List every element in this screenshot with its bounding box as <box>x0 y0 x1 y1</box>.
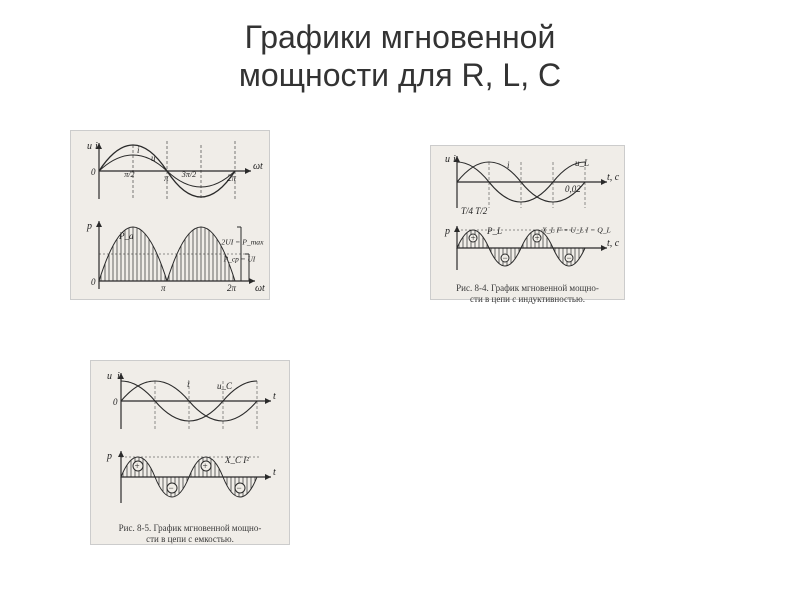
L-i-lab: i <box>507 160 510 170</box>
svg-text:−: − <box>168 483 174 493</box>
C-origin: 0 <box>113 397 118 407</box>
svg-text:+: + <box>534 233 540 243</box>
svg-text:−: − <box>502 253 508 263</box>
C-p-xlabel: t <box>273 467 276 478</box>
R-tick-3: 3π/2 <box>181 170 196 179</box>
R-tick-4: 2π <box>227 173 237 183</box>
diagram-L: u i t, c i u_L 0,02 T/4 T/2 p t, c + <box>430 145 625 300</box>
C-caption-1: Рис. 8-5. График мгновенной мощно- <box>119 523 262 533</box>
diagram-L-svg: u i t, c i u_L 0,02 T/4 T/2 p t, c + <box>431 146 626 281</box>
R-tick-1: π/2 <box>124 170 134 179</box>
C-caption: Рис. 8-5. График мгновенной мощно- сти в… <box>91 523 289 545</box>
L-caption-1: Рис. 8-4. График мгновенной мощно- <box>456 283 599 293</box>
diagram-R-svg: u i ωt 0 i u π/2 π 3π/2 2π p ωt 0 <box>71 131 271 301</box>
R-btick-2: 2π <box>227 283 237 293</box>
L-tc-label: t, c <box>607 172 620 183</box>
C-i-lab: i <box>187 379 190 389</box>
L-p-xlabel: t, c <box>607 238 620 249</box>
page-title: Графики мгновенной мощности для R, L, C <box>0 0 800 95</box>
L-u-label: u <box>445 154 450 165</box>
R-p-xlabel: ωt <box>255 283 265 294</box>
R-p-origin: 0 <box>91 277 96 287</box>
L-caption: Рис. 8-4. График мгновенной мощно- сти в… <box>431 283 624 305</box>
C-u-label: u <box>107 371 112 382</box>
svg-text:+: + <box>134 461 140 471</box>
R-p-label: p <box>86 221 92 232</box>
L-002: 0,02 <box>565 184 581 194</box>
L-p-label: p <box>444 226 450 237</box>
diagram-C: u i t 0 i u_C p t + − + − X_ <box>90 360 290 545</box>
R-i-label: i <box>95 141 98 152</box>
R-Pa: P_a <box>118 231 134 241</box>
R-btick-1: π <box>161 283 166 293</box>
R-wt-label: ωt <box>253 161 263 172</box>
title-line-2: мощности для R, L, C <box>239 57 561 93</box>
diagram-C-svg: u i t 0 i u_C p t + − + − X_ <box>91 361 291 521</box>
svg-text:+: + <box>470 233 476 243</box>
svg-text:−: − <box>566 253 572 263</box>
L-Tticks: T/4 T/2 <box>461 206 488 216</box>
C-t-label: t <box>273 391 276 402</box>
R-origin: 0 <box>91 167 96 177</box>
R-Pcp: P_ср = UI <box>223 255 256 264</box>
L-PL: P_L <box>486 226 502 236</box>
C-uC-lab: u_C <box>217 381 233 391</box>
R-curve-u: u <box>151 153 156 163</box>
svg-text:+: + <box>202 461 208 471</box>
R-u-label: u <box>87 141 92 152</box>
L-uL-lab: u_L <box>575 158 589 168</box>
svg-text:−: − <box>236 483 242 493</box>
L-i-label: i <box>453 154 456 165</box>
L-caption-2: сти в цепи с индуктивностью. <box>470 294 585 304</box>
R-tick-2: π <box>164 173 169 183</box>
L-annot: X_L I² = U_L I = Q_L <box>541 226 611 235</box>
diagram-R: u i ωt 0 i u π/2 π 3π/2 2π p ωt 0 <box>70 130 270 300</box>
C-caption-2: сти в цепи с емкостью. <box>146 534 234 544</box>
C-i-label: i <box>117 371 120 382</box>
C-p-label: p <box>106 451 112 462</box>
title-line-1: Графики мгновенной <box>245 19 556 55</box>
C-annot: X_C I² <box>224 455 249 465</box>
R-2UI: 2UI = P_max <box>221 238 264 247</box>
